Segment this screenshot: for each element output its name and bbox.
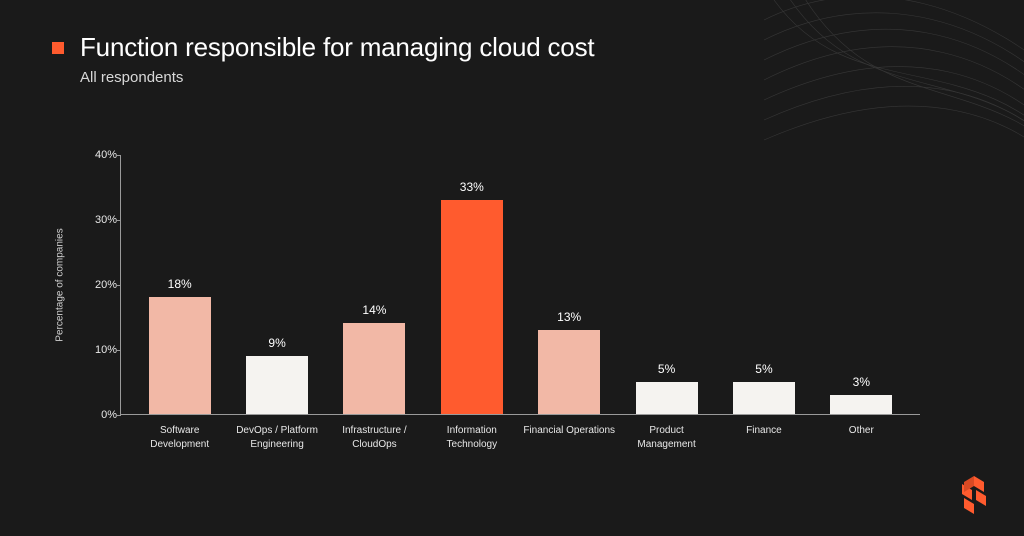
bar-category-label: Information Technology [426,424,518,451]
bar-category-label: Infrastructure / CloudOps [328,424,420,451]
bar-slot: 13%Financial Operations [521,155,618,414]
y-tick-label: 0% [81,409,117,421]
bar-value-label: 5% [658,362,675,376]
bar-rect [246,356,308,415]
bar-rect [733,382,795,415]
title-bullet-icon [52,42,64,54]
bar-category-label: Financial Operations [523,424,615,438]
bar-value-label: 33% [460,180,484,194]
bar-value-label: 9% [268,336,285,350]
title-block: Function responsible for managing cloud … [80,32,594,86]
bar-rect [538,330,600,415]
bar-value-label: 13% [557,310,581,324]
bar-value-label: 18% [168,277,192,291]
bar-slot: 5%Product Management [618,155,715,414]
bar-rect [830,395,892,415]
bar-category-label: Finance [718,424,810,438]
bar-slot: 18%Software Development [131,155,228,414]
y-tick-mark [116,220,121,221]
bar-rect [343,323,405,414]
plot-area: 18%Software Development9%DevOps / Platfo… [120,155,920,415]
bar-slot: 3%Other [813,155,910,414]
y-tick-mark [116,285,121,286]
brand-logo-icon [952,472,996,516]
chart-header: Function responsible for managing cloud … [52,32,594,86]
chart-subtitle: All respondents [80,69,594,86]
bar-value-label: 3% [853,375,870,389]
bar-rect [149,297,211,414]
y-tick-mark [116,350,121,351]
bars-container: 18%Software Development9%DevOps / Platfo… [121,155,920,414]
bar-category-label: Other [815,424,907,438]
bar-value-label: 14% [362,303,386,317]
bar-chart: Percentage of companies 18%Software Deve… [90,155,920,455]
y-tick-label: 10% [81,344,117,356]
chart-title: Function responsible for managing cloud … [80,32,594,63]
y-tick-mark [116,415,121,416]
y-tick-label: 30% [81,214,117,226]
bar-rect [636,382,698,415]
bar-category-label: Product Management [621,424,713,451]
bar-slot: 33%Information Technology [423,155,520,414]
bar-value-label: 5% [755,362,772,376]
y-tick-mark [116,155,121,156]
y-axis-label: Percentage of companies [55,228,66,341]
y-tick-label: 40% [81,149,117,161]
y-tick-label: 20% [81,279,117,291]
bar-rect [441,200,503,415]
bar-slot: 14%Infrastructure / CloudOps [326,155,423,414]
bar-slot: 9%DevOps / Platform Engineering [228,155,325,414]
bar-category-label: DevOps / Platform Engineering [231,424,323,451]
bar-slot: 5%Finance [715,155,812,414]
bar-category-label: Software Development [134,424,226,451]
